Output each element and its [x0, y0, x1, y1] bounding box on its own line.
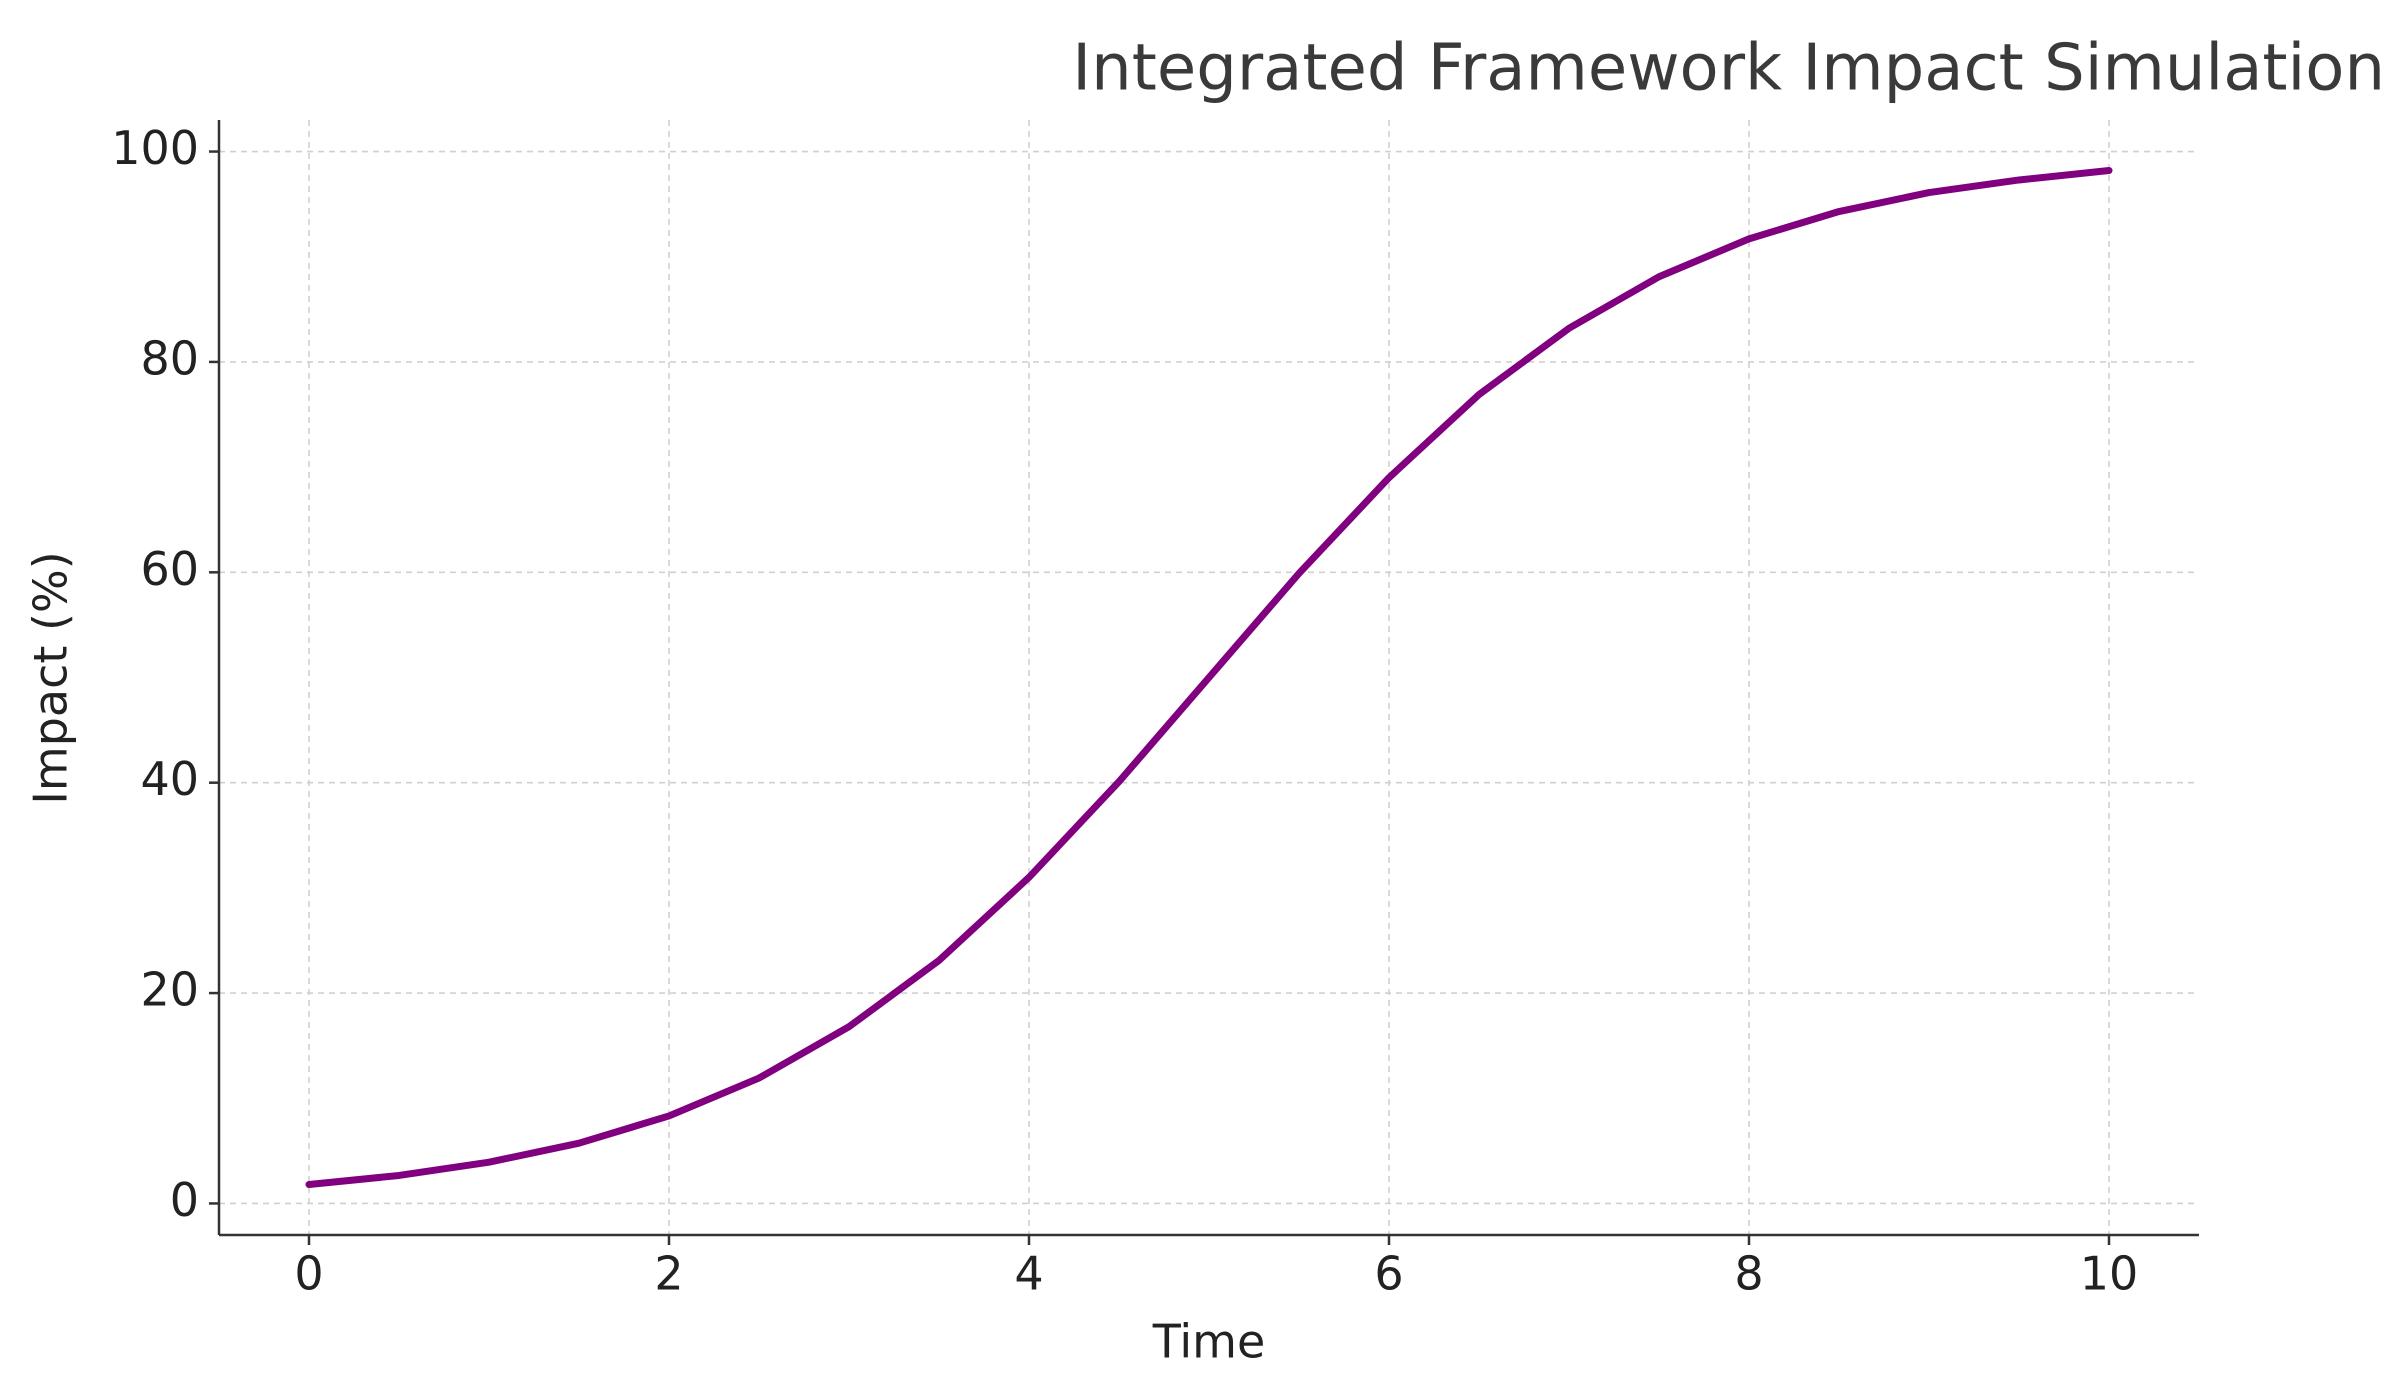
x-axis-label: Time [1152, 1315, 1266, 1369]
chart-title: Integrated Framework Impact Simulation [1072, 32, 2385, 106]
y-tick-label: 0 [170, 1173, 199, 1227]
y-tick-label: 60 [140, 542, 199, 596]
y-axis-label: Impact (%) [24, 551, 78, 804]
x-tick-label: 4 [1014, 1247, 1043, 1301]
y-tick-label: 80 [140, 331, 199, 385]
x-tick-label: 2 [654, 1247, 683, 1301]
x-tick-label: 0 [294, 1247, 323, 1301]
x-tick-label: 10 [2080, 1247, 2139, 1301]
x-tick-label: 6 [1374, 1247, 1403, 1301]
x-tick-label: 8 [1734, 1247, 1763, 1301]
y-tick-label: 100 [111, 121, 199, 175]
y-tick-label: 20 [140, 963, 199, 1017]
data-line [305, 166, 2113, 1189]
y-tick-label: 40 [140, 752, 199, 806]
